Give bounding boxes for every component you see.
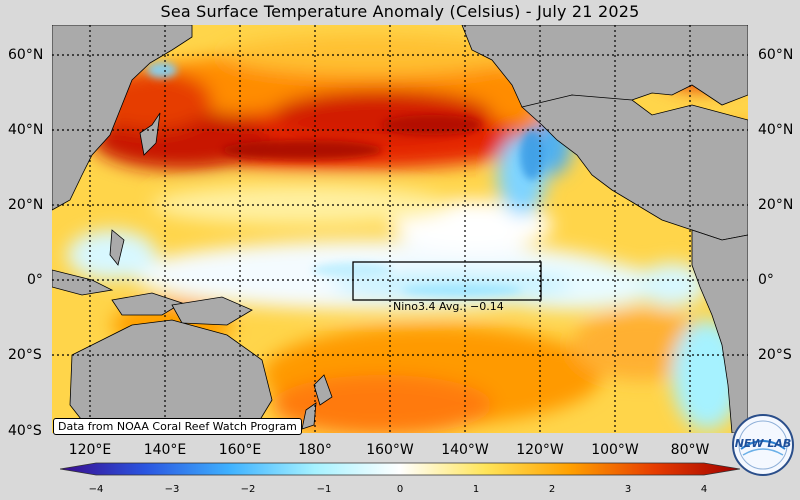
svg-text:NEW LAB: NEW LAB — [735, 437, 792, 450]
lat-label-left: 20°N — [8, 197, 44, 213]
lon-label: 80°W — [670, 442, 710, 458]
lat-label-right: 20°S — [758, 347, 792, 363]
lon-label: 160°E — [218, 442, 262, 458]
lat-label-right: 20°N — [758, 197, 794, 213]
map-title: Sea Surface Temperature Anomaly (Celsius… — [160, 2, 640, 21]
lon-label: 160°W — [366, 442, 414, 458]
lat-label-left: 60°N — [8, 47, 44, 63]
lon-label: 120°W — [516, 442, 564, 458]
lat-label-left: 0° — [27, 272, 43, 288]
lat-label-left: 40°S — [8, 423, 42, 439]
newlab-logo: NEW LAB — [732, 414, 794, 476]
colorbar-tick: 1 — [472, 484, 480, 495]
colorbar-tick: 3 — [624, 484, 632, 495]
lat-label-left: 20°S — [8, 347, 42, 363]
lat-label-right: 60°N — [758, 47, 794, 63]
colorbar-tick: −4 — [88, 484, 104, 495]
nino34-average-label: Nino3.4 Avg.: −0.14 — [393, 300, 504, 313]
lat-label-right: 40°N — [758, 122, 794, 138]
sst-anomaly-map — [52, 25, 748, 433]
colorbar-tick: 0 — [396, 484, 404, 495]
colorbar — [60, 462, 740, 476]
data-credit-box: Data from NOAA Coral Reef Watch Program — [53, 418, 302, 435]
lon-label: 180° — [298, 442, 332, 458]
colorbar-tick: 4 — [700, 484, 708, 495]
map-svg — [52, 25, 748, 433]
colorbar-tick: −3 — [164, 484, 180, 495]
nino34-box — [352, 261, 542, 301]
graticule — [52, 25, 748, 433]
lon-label: 140°W — [441, 442, 489, 458]
colorbar-tick: −1 — [316, 484, 332, 495]
lat-label-left: 40°N — [8, 122, 44, 138]
colorbar-tick: −2 — [240, 484, 256, 495]
lon-label: 120°E — [68, 442, 112, 458]
lon-label: 100°W — [591, 442, 639, 458]
colorbar-tick: 2 — [548, 484, 556, 495]
lon-label: 140°E — [143, 442, 187, 458]
lat-label-right: 0° — [758, 272, 774, 288]
